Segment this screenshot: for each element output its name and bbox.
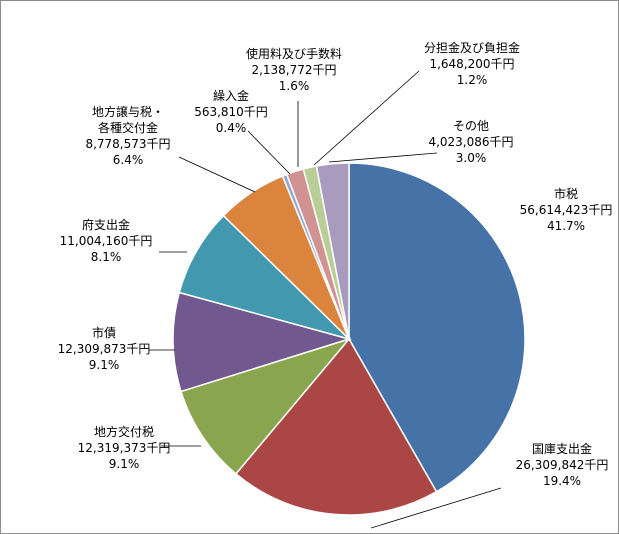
data-label: 府支出金 11,004,160千円 8.1% (60, 217, 153, 264)
pie-slice (315, 162, 350, 340)
data-label: 地方譲与税・各種交付金 8,778,573千円 6.4% (85, 104, 170, 167)
data-label: 使用料及び手数料 2,138,772千円 1.6% (246, 46, 342, 93)
leader-line (247, 130, 291, 175)
leader-line (328, 152, 438, 163)
leader-line (313, 70, 420, 166)
leader-line (178, 156, 256, 193)
pie-slice (348, 162, 526, 493)
data-label: 繰入金 563,810千円 0.4% (194, 88, 268, 135)
leader-lines (149, 70, 502, 529)
leader-line (370, 487, 502, 529)
data-label: 分担金及び負担金 1,648,200千円 1.2% (424, 40, 520, 87)
data-labels: 市税 56,614,423千円 41.7% 国庫支出金 26,309,842千円 19.4… (58, 40, 613, 488)
data-label: 市債 12,309,873千円 9.1% (58, 325, 151, 372)
data-label: その他 4,023,086千円 3.0% (428, 119, 513, 165)
pie-slice (172, 291, 352, 393)
data-label: 市税 56,614,423千円 41.7% (520, 186, 613, 233)
pie-slice (178, 214, 352, 341)
data-label: 国庫支出金 26,309,842千円 19.4% (516, 441, 609, 488)
data-label: 地方交付税 12,319,373千円 9.1% (78, 424, 171, 471)
pie-slice (234, 337, 438, 516)
pie-slice (180, 337, 352, 475)
pie-slices (172, 162, 526, 516)
